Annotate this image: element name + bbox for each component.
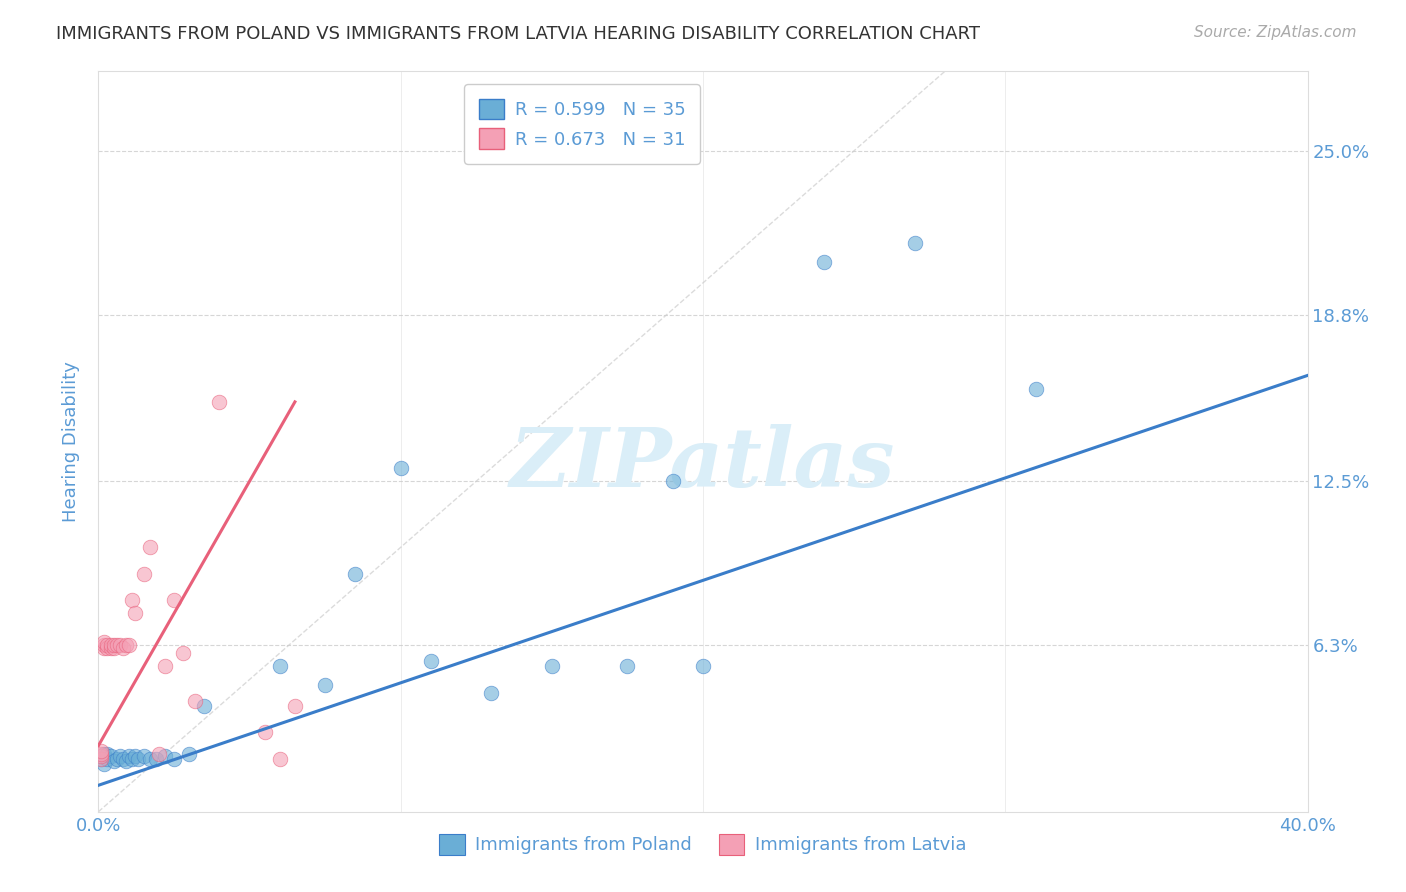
Point xyxy=(90,749,112,764)
Point xyxy=(420,654,443,668)
Point xyxy=(114,755,136,769)
Point xyxy=(148,747,170,761)
Point xyxy=(208,395,231,409)
Point xyxy=(269,659,291,673)
Point xyxy=(179,747,201,761)
Point xyxy=(813,254,835,268)
Point xyxy=(163,752,186,766)
Point xyxy=(96,640,118,655)
Point xyxy=(540,659,562,673)
Point xyxy=(111,752,134,766)
Point xyxy=(103,640,125,655)
Point xyxy=(90,747,112,761)
Point xyxy=(105,752,128,766)
Point xyxy=(111,640,134,655)
Point xyxy=(114,638,136,652)
Point xyxy=(163,593,186,607)
Point xyxy=(269,752,291,766)
Point xyxy=(96,638,118,652)
Point xyxy=(90,752,112,766)
Point xyxy=(692,659,714,673)
Point xyxy=(314,678,336,692)
Point xyxy=(100,640,122,655)
Point xyxy=(344,566,367,581)
Y-axis label: Hearing Disability: Hearing Disability xyxy=(62,361,80,522)
Point xyxy=(145,752,167,766)
Point xyxy=(93,757,115,772)
Point xyxy=(90,744,112,758)
Point xyxy=(93,640,115,655)
Point xyxy=(184,694,207,708)
Text: ZIPatlas: ZIPatlas xyxy=(510,424,896,504)
Point xyxy=(1024,382,1046,396)
Point xyxy=(153,749,176,764)
Point xyxy=(93,638,115,652)
Point xyxy=(139,752,162,766)
Point xyxy=(121,593,143,607)
Point xyxy=(127,752,149,766)
Point xyxy=(108,638,131,652)
Point xyxy=(118,749,141,764)
Point xyxy=(103,638,125,652)
Point xyxy=(193,698,215,713)
Point xyxy=(132,749,155,764)
Point xyxy=(661,474,683,488)
Point xyxy=(96,747,118,761)
Point xyxy=(481,686,503,700)
Point xyxy=(100,638,122,652)
Point xyxy=(172,646,194,660)
Point xyxy=(93,635,115,649)
Point xyxy=(124,607,146,621)
Point xyxy=(93,747,115,761)
Point xyxy=(904,236,927,251)
Point xyxy=(124,749,146,764)
Point xyxy=(108,749,131,764)
Point xyxy=(105,638,128,652)
Point xyxy=(90,752,112,766)
Point xyxy=(132,566,155,581)
Text: IMMIGRANTS FROM POLAND VS IMMIGRANTS FROM LATVIA HEARING DISABILITY CORRELATION : IMMIGRANTS FROM POLAND VS IMMIGRANTS FRO… xyxy=(56,25,980,43)
Point xyxy=(100,749,122,764)
Text: Source: ZipAtlas.com: Source: ZipAtlas.com xyxy=(1194,25,1357,40)
Point xyxy=(121,752,143,766)
Point xyxy=(96,752,118,766)
Point xyxy=(616,659,638,673)
Point xyxy=(253,725,276,739)
Point xyxy=(139,541,162,555)
Point xyxy=(284,698,307,713)
Point xyxy=(153,659,176,673)
Point xyxy=(118,638,141,652)
Legend: Immigrants from Poland, Immigrants from Latvia: Immigrants from Poland, Immigrants from … xyxy=(432,827,974,862)
Point xyxy=(103,755,125,769)
Point xyxy=(389,461,412,475)
